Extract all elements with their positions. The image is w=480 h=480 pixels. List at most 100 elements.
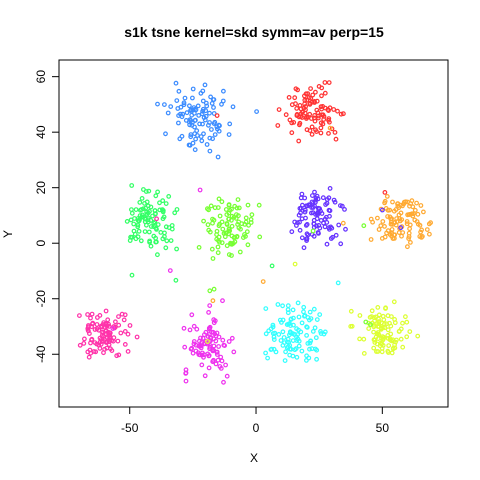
data-point (104, 309, 108, 313)
data-point (302, 246, 306, 250)
data-point (207, 124, 211, 128)
data-point (213, 206, 217, 210)
data-point (269, 327, 273, 331)
data-point (257, 203, 261, 207)
data-point (289, 330, 293, 334)
data-point (205, 101, 209, 105)
y-axis-label: Y (1, 230, 15, 238)
data-point (372, 346, 376, 350)
data-point (315, 336, 319, 340)
data-point (288, 353, 292, 357)
data-point (381, 220, 385, 224)
data-point (334, 137, 338, 141)
data-point (156, 253, 160, 257)
data-point (377, 317, 381, 321)
data-point (407, 231, 411, 235)
data-point (312, 219, 316, 223)
data-point (246, 230, 250, 234)
data-point (311, 229, 315, 233)
data-point (307, 356, 311, 360)
data-point (154, 194, 158, 198)
data-point (301, 236, 305, 240)
data-point (217, 335, 221, 339)
data-point (164, 132, 168, 136)
data-point (317, 207, 321, 211)
data-point (389, 324, 393, 328)
data-point (317, 224, 321, 228)
data-point (380, 350, 384, 354)
data-point (203, 333, 207, 337)
data-point (282, 336, 286, 340)
data-point (419, 230, 423, 234)
data-point (215, 233, 219, 237)
data-point (410, 199, 414, 203)
data-point (78, 314, 82, 318)
data-point (78, 344, 82, 348)
data-point (400, 234, 404, 238)
data-point (428, 232, 432, 236)
data-point (315, 108, 319, 112)
data-point (380, 321, 384, 325)
data-point (419, 204, 423, 208)
data-point (148, 230, 152, 234)
data-point (422, 210, 426, 214)
data-point (102, 351, 106, 355)
data-point (130, 208, 134, 212)
data-point (90, 325, 94, 329)
data-point (114, 320, 118, 324)
data-point (167, 195, 171, 199)
data-point (408, 227, 412, 231)
data-point (98, 314, 102, 318)
data-point (193, 340, 197, 344)
data-point (239, 250, 243, 254)
data-point (104, 332, 108, 336)
x-axis: -50 0 50 (121, 407, 389, 435)
data-point (310, 133, 314, 137)
data-point (297, 315, 301, 319)
data-point (300, 192, 304, 196)
data-point (328, 209, 332, 213)
data-point (277, 108, 281, 112)
data-point (171, 227, 175, 231)
data-point (174, 81, 178, 85)
data-point (207, 228, 211, 232)
data-point (389, 332, 393, 336)
data-point (135, 335, 139, 339)
data-point (296, 301, 300, 305)
data-point (247, 224, 251, 228)
data-point (214, 339, 218, 343)
data-point (324, 91, 328, 95)
data-point (206, 223, 210, 227)
data-point (325, 242, 329, 246)
data-point (336, 109, 340, 113)
data-point (224, 363, 228, 367)
data-point (90, 312, 94, 316)
data-point (416, 213, 420, 217)
data-point (272, 335, 276, 339)
data-point (204, 115, 208, 119)
data-point (205, 143, 209, 147)
data-point (310, 125, 314, 129)
data-point (130, 184, 134, 188)
data-point (217, 345, 221, 349)
data-point (229, 242, 233, 246)
data-point (363, 352, 367, 356)
data-point (116, 339, 120, 343)
data-point (303, 94, 307, 98)
data-point (228, 122, 232, 126)
data-point (201, 122, 205, 126)
data-point (187, 143, 191, 147)
data-point (320, 94, 324, 98)
data-point (222, 381, 226, 385)
data-point (319, 131, 323, 135)
y-tick-label: 20 (34, 181, 48, 195)
data-point (175, 247, 179, 251)
data-point (126, 350, 130, 354)
x-tick-label: 50 (376, 421, 390, 435)
data-point (367, 327, 371, 331)
data-point (426, 228, 430, 232)
data-point (208, 149, 212, 153)
data-point (176, 107, 180, 111)
data-point (199, 92, 203, 96)
data-point (333, 131, 337, 135)
